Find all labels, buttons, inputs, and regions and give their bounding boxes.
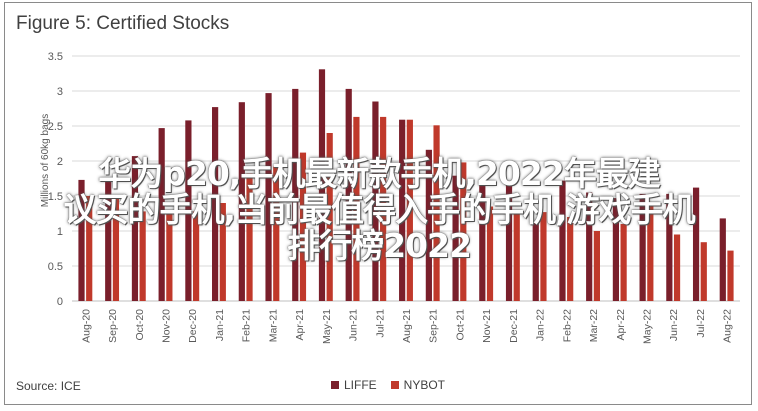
x-tick-label: Aug-21 [401, 309, 413, 343]
y-tick-label: 1 [57, 226, 63, 238]
bar-liffe [131, 156, 139, 301]
y-tick-label: 1.5 [48, 191, 63, 203]
legend-label-liffe: LIFFE [344, 378, 377, 392]
x-tick-label: Feb-21 [241, 309, 253, 342]
bar-liffe [238, 102, 245, 301]
bar-liffe [692, 187, 700, 301]
x-tick-label: Nov-21 [481, 309, 493, 343]
x-tick-label: Apr-22 [615, 309, 627, 341]
bar-liffe [425, 149, 432, 301]
bar-liffe [265, 93, 272, 301]
bar-liffe [586, 192, 593, 301]
legend-swatch-nybot [390, 381, 399, 389]
bar-liffe [372, 101, 379, 301]
bar-liffe [666, 193, 673, 301]
x-tick-label: Apr-21 [294, 309, 306, 341]
bar-liffe [185, 120, 192, 302]
x-tick-label: Feb-22 [561, 309, 573, 342]
bar-liffe [719, 218, 726, 301]
x-tick-label: Sep-20 [107, 309, 119, 343]
bar-nybot [326, 133, 333, 301]
x-tick-label: Jan-21 [214, 309, 226, 341]
bar-nybot [727, 250, 734, 301]
bar-nybot [166, 211, 173, 301]
bar-nybot [486, 206, 494, 301]
bar-nybot [460, 162, 467, 301]
legend-label-nybot: NYBOT [403, 378, 446, 392]
x-tick-label: May-21 [321, 309, 333, 344]
y-tick-label: 3.5 [48, 51, 63, 63]
bar-liffe [158, 128, 165, 301]
x-tick-label: Jun-21 [348, 309, 360, 341]
bar-nybot [192, 211, 200, 301]
x-tick-label: Mar-21 [267, 309, 279, 342]
chart-legend: LIFFE NYBOT [331, 378, 445, 392]
bar-nybot [567, 217, 574, 301]
x-tick-label: Aug-20 [80, 309, 92, 343]
x-tick-label: Nov-20 [161, 309, 173, 343]
legend-item-liffe: LIFFE [331, 378, 377, 392]
bar-nybot [219, 203, 226, 301]
bar-liffe [399, 119, 406, 301]
bar-nybot [540, 212, 547, 301]
bar-liffe [345, 88, 352, 302]
x-tick-label: Jul-22 [695, 309, 707, 338]
y-tick-label: 3 [57, 86, 63, 98]
bar-liffe [532, 221, 539, 301]
bar-nybot [673, 234, 681, 301]
bar-liffe [292, 88, 299, 302]
bar-liffe [559, 180, 566, 301]
bar-nybot [86, 196, 93, 301]
x-tick-label: Mar-22 [588, 309, 600, 342]
bar-liffe [318, 69, 326, 301]
source-note: Source: ICE [16, 379, 81, 393]
x-tick-label: Oct-21 [454, 309, 466, 341]
legend-swatch-liffe [331, 381, 339, 389]
y-tick-label: 2 [57, 156, 63, 168]
bar-nybot [353, 116, 360, 302]
bar-liffe [612, 198, 620, 301]
bar-nybot [112, 196, 120, 301]
bar-nybot [273, 165, 280, 301]
bar-nybot [513, 213, 520, 301]
y-tick-label: 0.5 [48, 261, 63, 273]
bar-nybot [380, 116, 387, 302]
bar-liffe [78, 179, 85, 301]
chart-title: Figure 5: Certified Stocks [16, 13, 230, 34]
x-tick-label: Jul-21 [374, 309, 386, 338]
bar-liffe [505, 185, 513, 301]
bar-liffe [639, 193, 646, 301]
bar-nybot [433, 125, 440, 301]
x-tick-label: Jun-22 [668, 309, 680, 341]
bar-liffe [212, 107, 219, 301]
bar-nybot [620, 224, 627, 301]
bar-nybot [647, 204, 654, 301]
x-tick-label: Oct-20 [134, 309, 146, 341]
bar-liffe [479, 180, 486, 301]
bar-nybot [299, 152, 307, 301]
x-tick-label: Aug-22 [722, 309, 734, 343]
y-tick-label: 0 [57, 296, 63, 308]
bar-liffe [105, 182, 112, 301]
bar-nybot [593, 231, 600, 301]
bar-nybot [406, 119, 413, 301]
bar-nybot [139, 211, 146, 301]
bar-nybot [700, 242, 707, 301]
bar-liffe [452, 175, 459, 301]
y-tick-label: 2.5 [48, 121, 63, 133]
x-tick-label: May-22 [641, 309, 653, 344]
y-axis-label: Millions of 60kg bags [40, 114, 51, 207]
bar-nybot [246, 173, 253, 301]
x-tick-label: Dec-20 [187, 309, 199, 343]
x-tick-label: Jan-22 [535, 309, 547, 341]
x-tick-label: Sep-21 [428, 309, 440, 343]
x-tick-label: Dec-21 [508, 309, 520, 343]
legend-item-nybot: NYBOT [390, 378, 446, 392]
